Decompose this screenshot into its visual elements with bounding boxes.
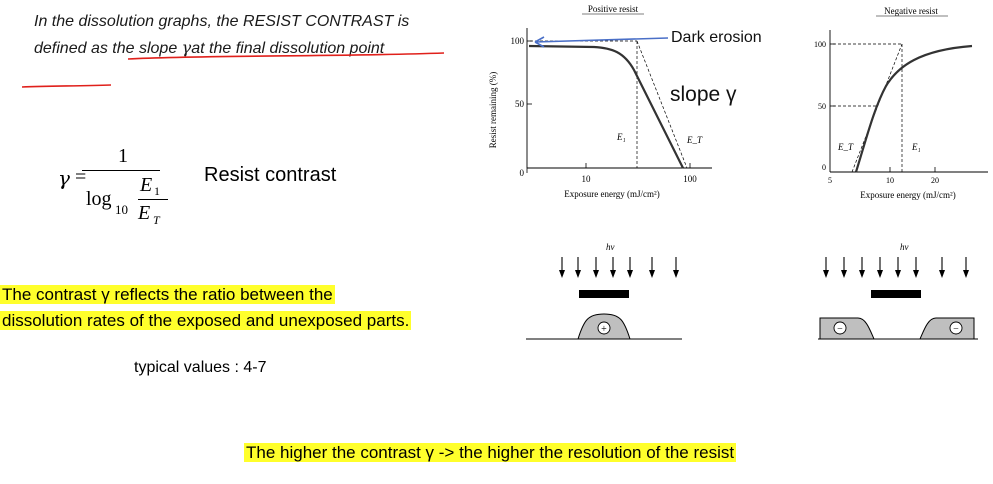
positive-ytick-100: 100: [511, 36, 525, 46]
negative-hv-label: hν: [900, 242, 909, 252]
conclusion: The higher the contrast γ -> the higher …: [244, 440, 737, 466]
positive-ytick-0: 0: [520, 168, 525, 178]
positive-sign: +: [601, 324, 607, 335]
negative-chart-xlabel: Exposure energy (mJ/cm²): [860, 190, 956, 200]
positive-curve: [528, 44, 684, 169]
formula-numerator: 1: [118, 145, 128, 167]
negative-resist-chart: Negative resist 100 50 0 5 10 20 Exposur…: [814, 6, 988, 200]
dark-erosion-arrow: [534, 37, 669, 43]
negative-e1-label: E₁: [911, 142, 921, 152]
negative-xtick-5: 5: [828, 176, 832, 185]
positive-chart-ylabel: Resist remaining (%): [488, 72, 498, 148]
negative-ytick-0: 0: [822, 163, 826, 172]
typical-values: typical values : 4-7: [134, 359, 267, 376]
positive-chart-title: Positive resist: [588, 4, 639, 14]
contrast-note-line1: The contrast γ reflects the ratio betwee…: [0, 285, 335, 304]
positive-resist-chart: Positive resist Resist remaining (%) 100…: [488, 4, 762, 199]
negative-resist-left: [819, 317, 875, 340]
negative-mask: [871, 290, 921, 298]
definition-part2: at the final dissolution point: [191, 40, 385, 57]
positive-et-label: E_T: [686, 135, 703, 145]
formula-equals: =: [75, 166, 87, 188]
negative-chart-title: Negative resist: [884, 6, 938, 16]
negative-sign-circle-left: [833, 321, 847, 335]
definition-text: In the dissolution graphs, the RESIST CO…: [34, 9, 464, 62]
positive-hv-label: hν: [606, 242, 615, 252]
positive-xtick-100: 100: [683, 174, 697, 184]
formula-et-sub: T: [153, 213, 160, 227]
negative-et-label: E_T: [837, 142, 854, 152]
conclusion-text: The higher the contrast γ -> the higher …: [244, 443, 737, 462]
positive-light-arrows: [561, 257, 677, 272]
dark-erosion-label: Dark erosion: [671, 29, 762, 46]
negative-slope-line: [851, 43, 903, 173]
negative-curve: [854, 44, 973, 173]
positive-chart-xlabel: Exposure energy (mJ/cm²): [564, 189, 660, 199]
positive-e1-label: E₁: [616, 132, 626, 142]
formula-label: Resist contrast: [204, 164, 337, 186]
positive-xtick-10: 10: [582, 174, 592, 184]
definition-part1: In the dissolution graphs, the RESIST CO…: [34, 13, 410, 57]
formula-e1-sub: 1: [154, 184, 160, 198]
formula-gamma: γ: [58, 166, 70, 190]
negative-ytick-100: 100: [814, 40, 826, 49]
positive-mask: [579, 290, 629, 298]
exposure-illustration: hν + hν − −: [526, 242, 978, 340]
formula-e1: E: [140, 174, 153, 196]
gamma-formula: γ = 1 log 10 E 1 E T: [58, 140, 198, 240]
negative-ytick-50: 50: [818, 102, 826, 111]
negative-light-arrows: [825, 257, 967, 272]
formula-log: log: [86, 188, 112, 210]
slope-gamma-label: slope γ: [670, 83, 737, 106]
contrast-note: The contrast γ reflects the ratio betwee…: [0, 282, 412, 334]
negative-sign-circle-right: [949, 321, 963, 335]
positive-arrow-heads: [559, 270, 679, 278]
positive-ytick-50: 50: [515, 99, 525, 109]
positive-sign-circle: [597, 321, 611, 335]
negative-xtick-20: 20: [931, 176, 939, 185]
formula-inner-bar: [138, 199, 168, 200]
formula-et: E: [138, 202, 151, 224]
negative-sign-right: −: [953, 324, 959, 335]
negative-resist-right: [919, 317, 975, 340]
negative-arrow-heads: [823, 270, 969, 278]
formula-log-base: 10: [115, 202, 128, 217]
gamma-symbol: γ: [181, 38, 192, 57]
positive-slope-line: [636, 40, 688, 169]
negative-sign-left: −: [837, 324, 843, 335]
formula-fraction-bar: [82, 170, 160, 171]
negative-xtick-10: 10: [886, 176, 894, 185]
contrast-note-line2: dissolution rates of the exposed and une…: [0, 311, 412, 330]
